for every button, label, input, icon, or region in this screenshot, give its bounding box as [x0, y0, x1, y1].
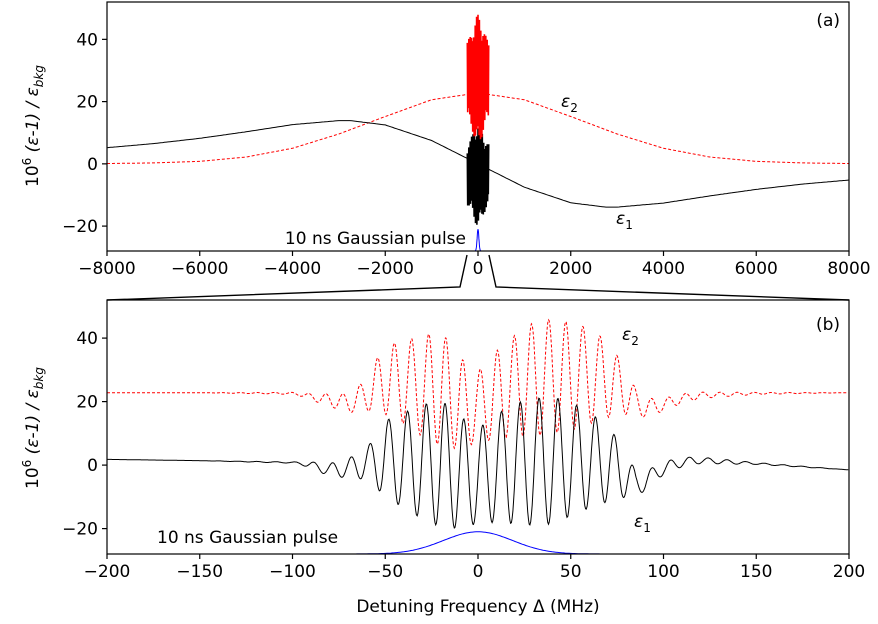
- panel-b-eps1-label: ε1: [634, 512, 651, 535]
- panel-b-y-axis-label: 106 (ε-1) / εbkg: [20, 367, 46, 489]
- panel-a-ylabel-mid: (ε-1) / ε: [23, 87, 43, 158]
- panel-a-eps2-sub: 2: [570, 101, 578, 115]
- panel-a-ylabel-sup: 6: [20, 158, 34, 166]
- panel-a-data: [107, 14, 849, 251]
- panel-a-y-tick-label: 40: [76, 30, 98, 50]
- panel-a-pulse-label: 10 ns Gaussian pulse: [285, 229, 466, 249]
- panel-b-series-eps2: [107, 318, 849, 450]
- panel-b-y-tick-label: 40: [76, 329, 98, 349]
- panel-b-ylabel-sub: bkg: [32, 367, 46, 390]
- panel-b-eps2-symbol: ε: [622, 325, 631, 345]
- panel-b-y-tick-label: −20: [62, 520, 98, 540]
- panel-a-y-axis-label: 106 (ε-1) / εbkg: [20, 65, 46, 187]
- panel-a-x-tick-label: 8000: [827, 259, 870, 279]
- panel-b-eps2-sub: 2: [631, 334, 639, 348]
- panel-a-y-axis: −20 0 20 40: [62, 30, 107, 237]
- zoom-connector-left: [106, 254, 468, 301]
- panel-b-plot-area: [107, 318, 849, 554]
- panel-a-eps2-symbol: ε: [561, 92, 570, 112]
- panel-b-y-tick-label: 0: [87, 456, 98, 476]
- panel-a-x-tick-label: 2000: [549, 259, 592, 279]
- panel-a-eps2-label: ε2: [561, 92, 578, 115]
- panel-b-eps1-symbol: ε: [634, 512, 643, 532]
- panel-b-x-axis: −200 −150 −100 −50 0 50 100 150 200: [84, 554, 865, 582]
- panel-b-series-eps1: [107, 397, 849, 529]
- panel-b-y-tick-label: 20: [76, 393, 98, 413]
- panel-a-x-axis: −8000 −6000 −4000 −2000 0 2000 4000 6000 8000: [78, 251, 871, 279]
- panel-b-label: (b): [816, 315, 840, 335]
- panel-b-x-tick-label: 150: [740, 562, 772, 582]
- panel-a-plot-area: [107, 14, 849, 251]
- panel-b-ylabel-mid: (ε-1) / ε: [23, 389, 43, 460]
- panel-b-pulse-label: 10 ns Gaussian pulse: [157, 528, 338, 548]
- panel-b-x-tick-label: 50: [560, 562, 582, 582]
- panel-a-x-tick-label: 4000: [642, 259, 685, 279]
- panel-a-burst-eps2: [466, 14, 490, 140]
- panel-b-ylabel-sup: 6: [20, 460, 34, 468]
- panel-a-gaussian-pulse: [464, 229, 492, 251]
- panel-b-eps1-sub: 1: [643, 521, 651, 535]
- panel-a-ylabel-main: 10: [23, 165, 43, 187]
- panel-a-burst-eps1: [466, 125, 490, 225]
- panel-a-x-tick-label: −4000: [264, 259, 322, 279]
- panel-b-x-axis-label: Detuning Frequency Δ (MHz): [356, 597, 599, 617]
- panel-a-label: (a): [816, 11, 840, 31]
- zoom-connector-right: [488, 254, 850, 301]
- panel-b-eps2-label: ε2: [622, 325, 639, 348]
- panel-a-y-tick-label: 20: [76, 93, 98, 113]
- panel-b-x-tick-label: 100: [647, 562, 679, 582]
- panel-a-ylabel-sub: bkg: [32, 65, 46, 88]
- panel-a-y-tick-label: 0: [87, 155, 98, 175]
- panel-b-x-tick-label: −150: [176, 562, 223, 582]
- panel-a-eps1-sub: 1: [625, 218, 633, 232]
- panel-b-x-tick-label: −100: [269, 562, 316, 582]
- panel-a-eps1-label: ε1: [616, 209, 633, 232]
- panel-a: −8000 −6000 −4000 −2000 0 2000 4000 6000 8000 −2…: [20, 1, 871, 279]
- panel-a-x-tick-label: 6000: [735, 259, 778, 279]
- panel-a-x-tick-label: 0: [473, 259, 484, 279]
- panel-a-x-tick-label: −6000: [171, 259, 229, 279]
- panel-b-x-tick-label: −200: [84, 562, 131, 582]
- panel-a-x-tick-label: −8000: [78, 259, 136, 279]
- panel-a-y-tick-label: −20: [62, 217, 98, 237]
- panel-b-frame: [106, 299, 850, 555]
- panel-a-eps1-symbol: ε: [616, 209, 625, 229]
- panel-b-y-axis: −20 0 20 40: [62, 329, 107, 540]
- panel-b-x-tick-label: 0: [473, 562, 484, 582]
- zoom-connector: [106, 254, 850, 301]
- panel-b-data: [107, 318, 849, 554]
- panel-b-gaussian-pulse: [107, 531, 849, 554]
- panel-b-ylabel-main: 10: [23, 467, 43, 489]
- panel-b-x-tick-label: 200: [833, 562, 865, 582]
- panel-b-x-tick-label: −50: [367, 562, 403, 582]
- panel-a-x-tick-label: −2000: [356, 259, 414, 279]
